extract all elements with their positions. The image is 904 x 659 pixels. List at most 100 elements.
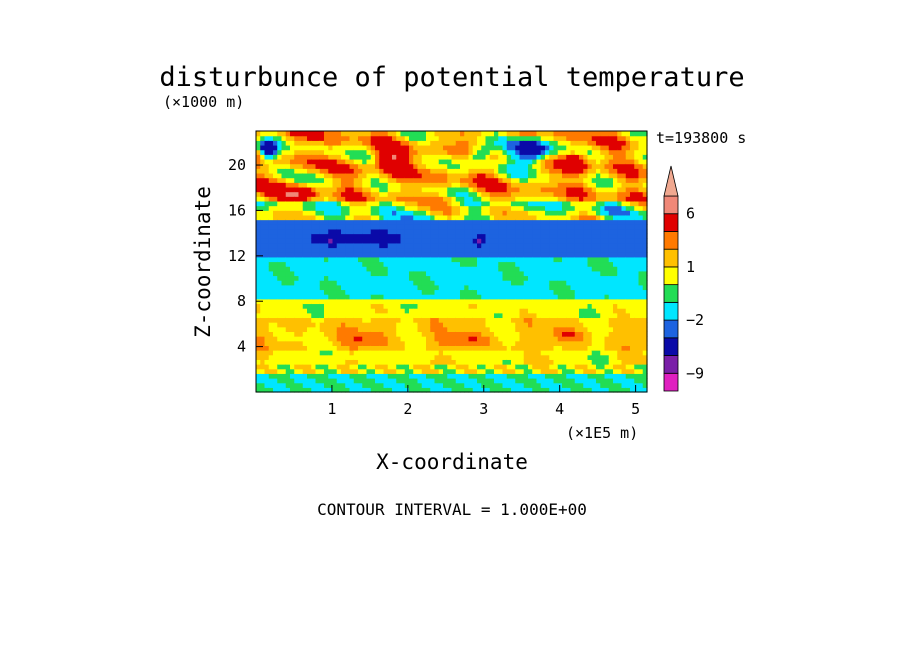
heatmap-cell	[587, 266, 593, 272]
heatmap-cell	[481, 364, 487, 370]
heatmap-cell	[298, 331, 304, 337]
heatmap-cell	[277, 242, 283, 249]
heatmap-cell	[502, 368, 508, 374]
heatmap-cell	[460, 294, 465, 300]
heatmap-cell	[409, 317, 414, 323]
heatmap-cell	[477, 275, 482, 281]
heatmap-cell	[438, 205, 444, 211]
heatmap-cell	[540, 196, 546, 202]
heatmap-cell	[298, 252, 304, 258]
heatmap-cell	[540, 368, 546, 374]
heatmap-cell	[324, 266, 329, 272]
heatmap-cell	[341, 326, 346, 333]
heatmap-cell	[464, 219, 470, 225]
heatmap-cell	[557, 172, 563, 179]
heatmap-cell	[583, 144, 589, 151]
heatmap-cell	[260, 177, 266, 183]
heatmap-cell	[600, 340, 606, 346]
heatmap-cell	[311, 149, 317, 155]
heatmap-cell	[528, 131, 533, 137]
heatmap-cell	[591, 242, 597, 249]
heatmap-cell	[540, 154, 546, 160]
heatmap-cell	[549, 336, 555, 342]
heatmap-cell	[604, 140, 610, 146]
heatmap-cell	[528, 182, 533, 188]
heatmap-cell	[302, 308, 308, 314]
heatmap-cell	[345, 210, 351, 216]
heatmap-cell	[409, 368, 414, 374]
heatmap-cell	[587, 378, 593, 384]
heatmap-cell	[494, 340, 499, 346]
heatmap-cell	[528, 312, 533, 319]
heatmap-cell	[285, 364, 291, 370]
heatmap-cell	[332, 289, 338, 295]
heatmap-cell	[613, 317, 618, 323]
heatmap-cell	[256, 219, 261, 225]
heatmap-cell	[324, 284, 329, 291]
heatmap-cell	[319, 191, 325, 197]
heatmap-cell	[481, 294, 487, 300]
heatmap-cell	[481, 140, 487, 146]
heatmap-cell	[498, 158, 504, 165]
heatmap-cell	[477, 191, 482, 197]
heatmap-cell	[498, 200, 504, 207]
heatmap-cell	[260, 135, 266, 141]
heatmap-cell	[264, 252, 270, 258]
heatmap-cell	[600, 368, 606, 374]
heatmap-cell	[319, 210, 325, 216]
heatmap-cell	[434, 359, 440, 365]
heatmap-cell	[328, 373, 334, 379]
heatmap-cell	[608, 177, 614, 183]
heatmap-cell	[362, 387, 368, 393]
heatmap-cell	[332, 200, 338, 207]
heatmap-cell	[506, 182, 512, 188]
heatmap-cell	[570, 140, 576, 146]
heatmap-cell	[404, 238, 410, 244]
heatmap-cell	[311, 336, 317, 342]
heatmap-cell	[409, 158, 414, 165]
heatmap-cell	[273, 154, 278, 160]
heatmap-cell	[290, 289, 295, 295]
heatmap-cell	[532, 252, 538, 258]
heatmap-cell	[383, 219, 389, 225]
heatmap-cell	[285, 387, 291, 393]
heatmap-cell	[426, 168, 431, 174]
heatmap-cell	[277, 205, 283, 211]
heatmap-cell	[358, 364, 363, 370]
heatmap-cell	[549, 280, 555, 286]
heatmap-cell	[387, 312, 393, 319]
heatmap-cell	[511, 322, 516, 328]
heatmap-cell	[515, 182, 521, 188]
heatmap-cell	[353, 331, 359, 337]
heatmap-cell	[434, 238, 440, 244]
heatmap-cell	[579, 177, 584, 183]
heatmap-cell	[536, 326, 542, 333]
heatmap-cell	[307, 373, 312, 379]
heatmap-cell	[443, 210, 448, 216]
heatmap-cell	[523, 322, 529, 328]
heatmap-cell	[511, 331, 516, 337]
heatmap-cell	[328, 326, 334, 333]
heatmap-cell	[549, 382, 555, 388]
heatmap-cell	[383, 168, 389, 174]
heatmap-cell	[477, 131, 482, 137]
heatmap-cell	[319, 289, 325, 295]
heatmap-cell	[460, 340, 465, 346]
heatmap-cell	[273, 233, 278, 239]
heatmap-cell	[574, 359, 580, 365]
heatmap-cell	[472, 233, 478, 239]
heatmap-cell	[311, 289, 317, 295]
heatmap-cell	[477, 266, 482, 272]
heatmap-cell	[549, 308, 555, 314]
heatmap-cell	[336, 280, 342, 286]
heatmap-cell	[362, 312, 368, 319]
heatmap-cell	[511, 387, 516, 393]
heatmap-cell	[281, 317, 287, 323]
heatmap-cell	[353, 149, 359, 155]
heatmap-cell	[434, 219, 440, 225]
heatmap-cell	[528, 308, 533, 314]
heatmap-cell	[515, 214, 521, 221]
heatmap-cell	[332, 340, 338, 346]
heatmap-cell	[608, 326, 614, 333]
heatmap-cell	[545, 294, 550, 300]
